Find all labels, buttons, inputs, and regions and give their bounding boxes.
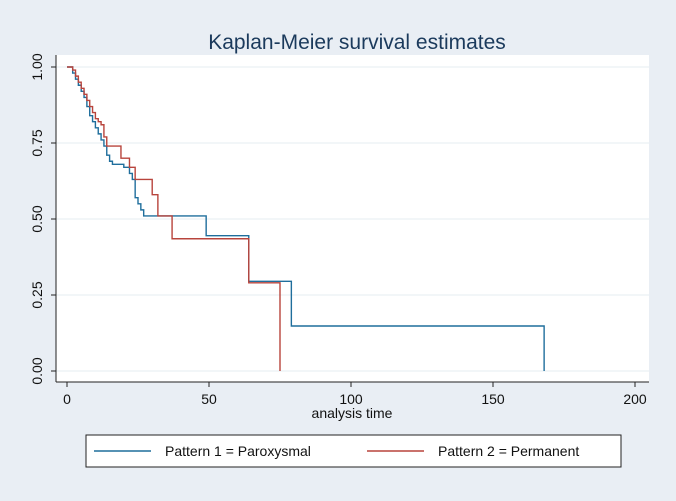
legend-label-1: Pattern 1 = Paroxysmal: [165, 443, 311, 459]
series-layer: [67, 66, 545, 371]
x-tick-label-0: 0: [63, 391, 71, 407]
y-tick-label-1: 0.25: [29, 281, 45, 308]
series-line-2: [67, 66, 281, 371]
legend-label-2: Pattern 2 = Permanent: [438, 443, 579, 459]
legend: Pattern 1 = Paroxysmal Pattern 2 = Perman…: [85, 434, 622, 468]
y-tick-label-0: 0.00: [29, 357, 45, 384]
x-tick-label-1: 50: [201, 391, 217, 407]
x-tick-label-3: 150: [481, 391, 505, 407]
y-tick-label-4: 1.00: [29, 53, 45, 80]
chart-title: Kaplan-Meier survival estimates: [208, 31, 506, 54]
axes: 0.00 0.25 0.50 0.75 1.00 0 50 100 150 200: [29, 53, 649, 407]
y-tick-label-3: 0.75: [29, 129, 45, 156]
x-tick-label-4: 200: [623, 391, 647, 407]
legend-box: [85, 434, 622, 468]
y-tick-label-2: 0.50: [29, 205, 45, 232]
gridlines: [56, 66, 649, 372]
x-tick-label-2: 100: [339, 391, 363, 407]
x-axis-title: analysis time: [312, 405, 393, 421]
